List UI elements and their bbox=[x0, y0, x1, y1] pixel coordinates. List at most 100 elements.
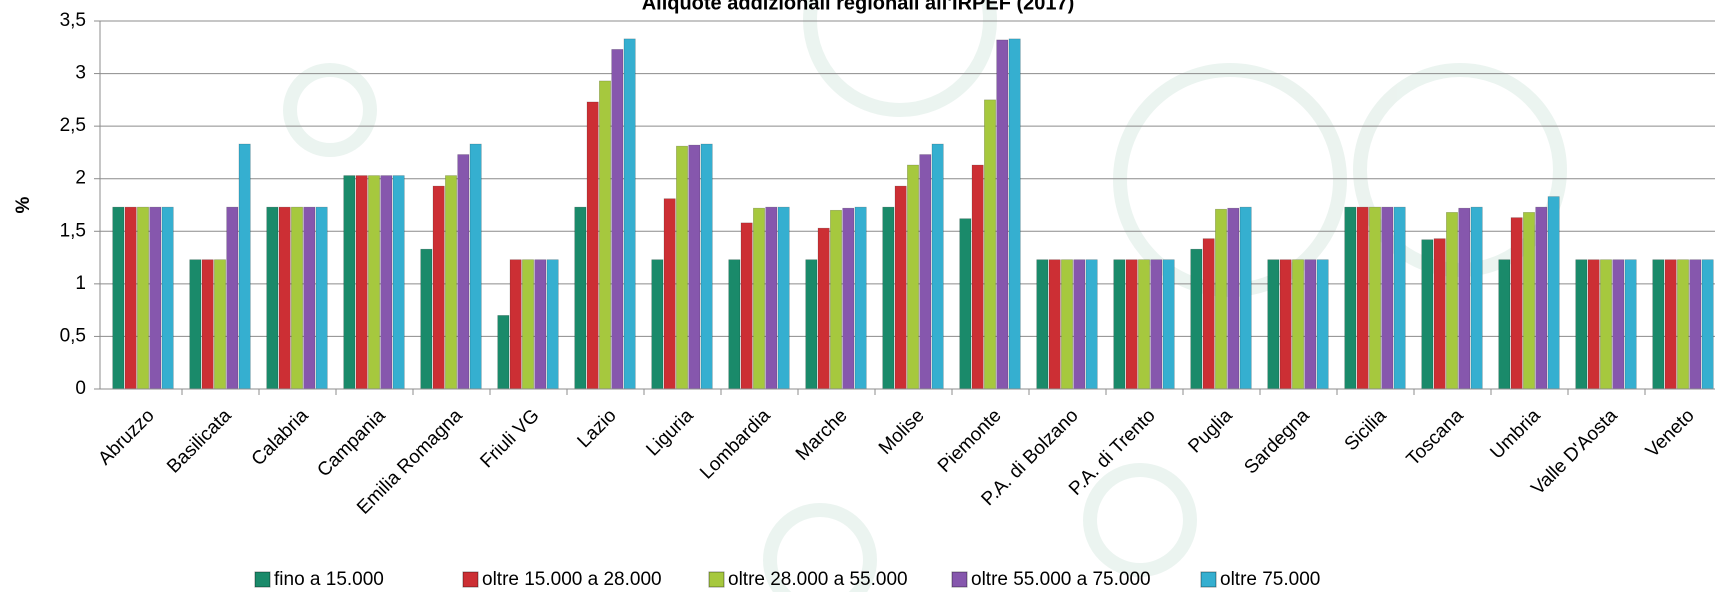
bar bbox=[830, 209, 842, 390]
bar bbox=[1138, 259, 1150, 390]
bar bbox=[457, 154, 470, 390]
x-tick-label: Abruzzo bbox=[94, 405, 158, 469]
bar bbox=[266, 206, 279, 390]
bar bbox=[1048, 259, 1061, 390]
bar bbox=[1239, 206, 1252, 390]
bar bbox=[1316, 259, 1329, 390]
bar bbox=[1535, 206, 1548, 390]
bar bbox=[226, 206, 239, 390]
bar bbox=[1008, 38, 1021, 390]
bar bbox=[1498, 259, 1511, 390]
x-tick-label: Molise bbox=[875, 405, 929, 459]
x-tick-label: Lombardia bbox=[696, 405, 775, 484]
bar bbox=[1587, 259, 1600, 390]
bar bbox=[1458, 207, 1471, 390]
bar bbox=[740, 222, 753, 390]
watermark bbox=[283, 0, 1567, 592]
x-tick-label: Marche bbox=[792, 405, 852, 465]
bar bbox=[509, 259, 522, 390]
legend-swatch bbox=[1200, 571, 1217, 588]
bar bbox=[765, 206, 778, 390]
x-tick-label: Liguria bbox=[642, 405, 697, 460]
bar bbox=[149, 206, 162, 390]
bar bbox=[842, 207, 855, 390]
bar bbox=[1036, 259, 1049, 390]
bar bbox=[996, 39, 1009, 390]
bar bbox=[919, 154, 932, 390]
y-tick-label: 3 bbox=[75, 63, 86, 84]
bar bbox=[546, 259, 559, 390]
bar bbox=[1369, 206, 1381, 390]
x-tick-label: Calabria bbox=[248, 405, 313, 470]
x-tick-label: Friuli VG bbox=[476, 405, 543, 472]
bar bbox=[688, 144, 701, 390]
x-tick-label: Piemonte bbox=[934, 405, 1006, 477]
bar bbox=[303, 206, 316, 390]
bar bbox=[1664, 259, 1677, 390]
bar bbox=[1652, 259, 1665, 390]
y-tick-label: 0 bbox=[75, 378, 86, 399]
bar bbox=[1701, 259, 1714, 390]
bar bbox=[1677, 259, 1689, 390]
y-axis-label: % bbox=[13, 196, 34, 213]
bar bbox=[1446, 212, 1458, 390]
bar bbox=[420, 248, 433, 390]
bar bbox=[599, 80, 611, 390]
x-tick-label: Campania bbox=[313, 405, 389, 481]
bar bbox=[1202, 238, 1215, 390]
bar bbox=[1150, 259, 1163, 390]
x-tick-label: Sicilia bbox=[1341, 405, 1391, 455]
y-tick-label: 3,5 bbox=[60, 10, 86, 31]
bar bbox=[1547, 196, 1560, 390]
bar bbox=[907, 164, 919, 390]
bar bbox=[854, 206, 867, 390]
bar bbox=[971, 164, 984, 390]
bar bbox=[1393, 206, 1406, 390]
bar bbox=[392, 175, 405, 390]
bar bbox=[676, 145, 688, 390]
bar bbox=[1125, 259, 1138, 390]
x-tick-label: Basilicata bbox=[163, 405, 236, 478]
bar bbox=[1227, 207, 1240, 390]
legend-swatch bbox=[254, 571, 271, 588]
legend-label: oltre 28.000 a 55.000 bbox=[728, 569, 908, 590]
bar bbox=[201, 259, 214, 390]
bar bbox=[931, 143, 944, 390]
bar bbox=[1085, 259, 1098, 390]
legend-swatch bbox=[708, 571, 725, 588]
bar bbox=[355, 175, 368, 390]
x-tick-label: Umbria bbox=[1486, 405, 1544, 463]
legend-swatch bbox=[951, 571, 968, 588]
bar bbox=[663, 198, 676, 390]
bar bbox=[894, 185, 907, 390]
bar bbox=[611, 49, 624, 390]
bar bbox=[1215, 208, 1227, 390]
bar bbox=[291, 206, 303, 390]
bar bbox=[623, 38, 636, 390]
legend-label: oltre 55.000 a 75.000 bbox=[971, 569, 1151, 590]
bar bbox=[112, 206, 125, 390]
bar bbox=[1624, 259, 1637, 390]
bar bbox=[1267, 259, 1280, 390]
x-tick-label: Toscana bbox=[1403, 405, 1468, 470]
bar bbox=[959, 218, 972, 390]
bar bbox=[432, 185, 445, 390]
bar bbox=[497, 315, 510, 390]
bar bbox=[1600, 259, 1612, 390]
bar bbox=[817, 227, 830, 390]
x-tick-label: Lazio bbox=[574, 405, 621, 452]
bar bbox=[315, 206, 328, 390]
bar bbox=[753, 207, 765, 390]
bar bbox=[534, 259, 547, 390]
legend-label: oltre 15.000 a 28.000 bbox=[482, 569, 662, 590]
bar bbox=[805, 259, 818, 390]
x-tick-label: Puglia bbox=[1184, 405, 1237, 458]
bar bbox=[161, 206, 174, 390]
bar bbox=[445, 175, 457, 390]
bar bbox=[1433, 238, 1446, 390]
bar bbox=[700, 143, 713, 390]
bar bbox=[984, 99, 996, 390]
legend-label: fino a 15.000 bbox=[274, 569, 384, 590]
bar bbox=[1523, 212, 1535, 390]
